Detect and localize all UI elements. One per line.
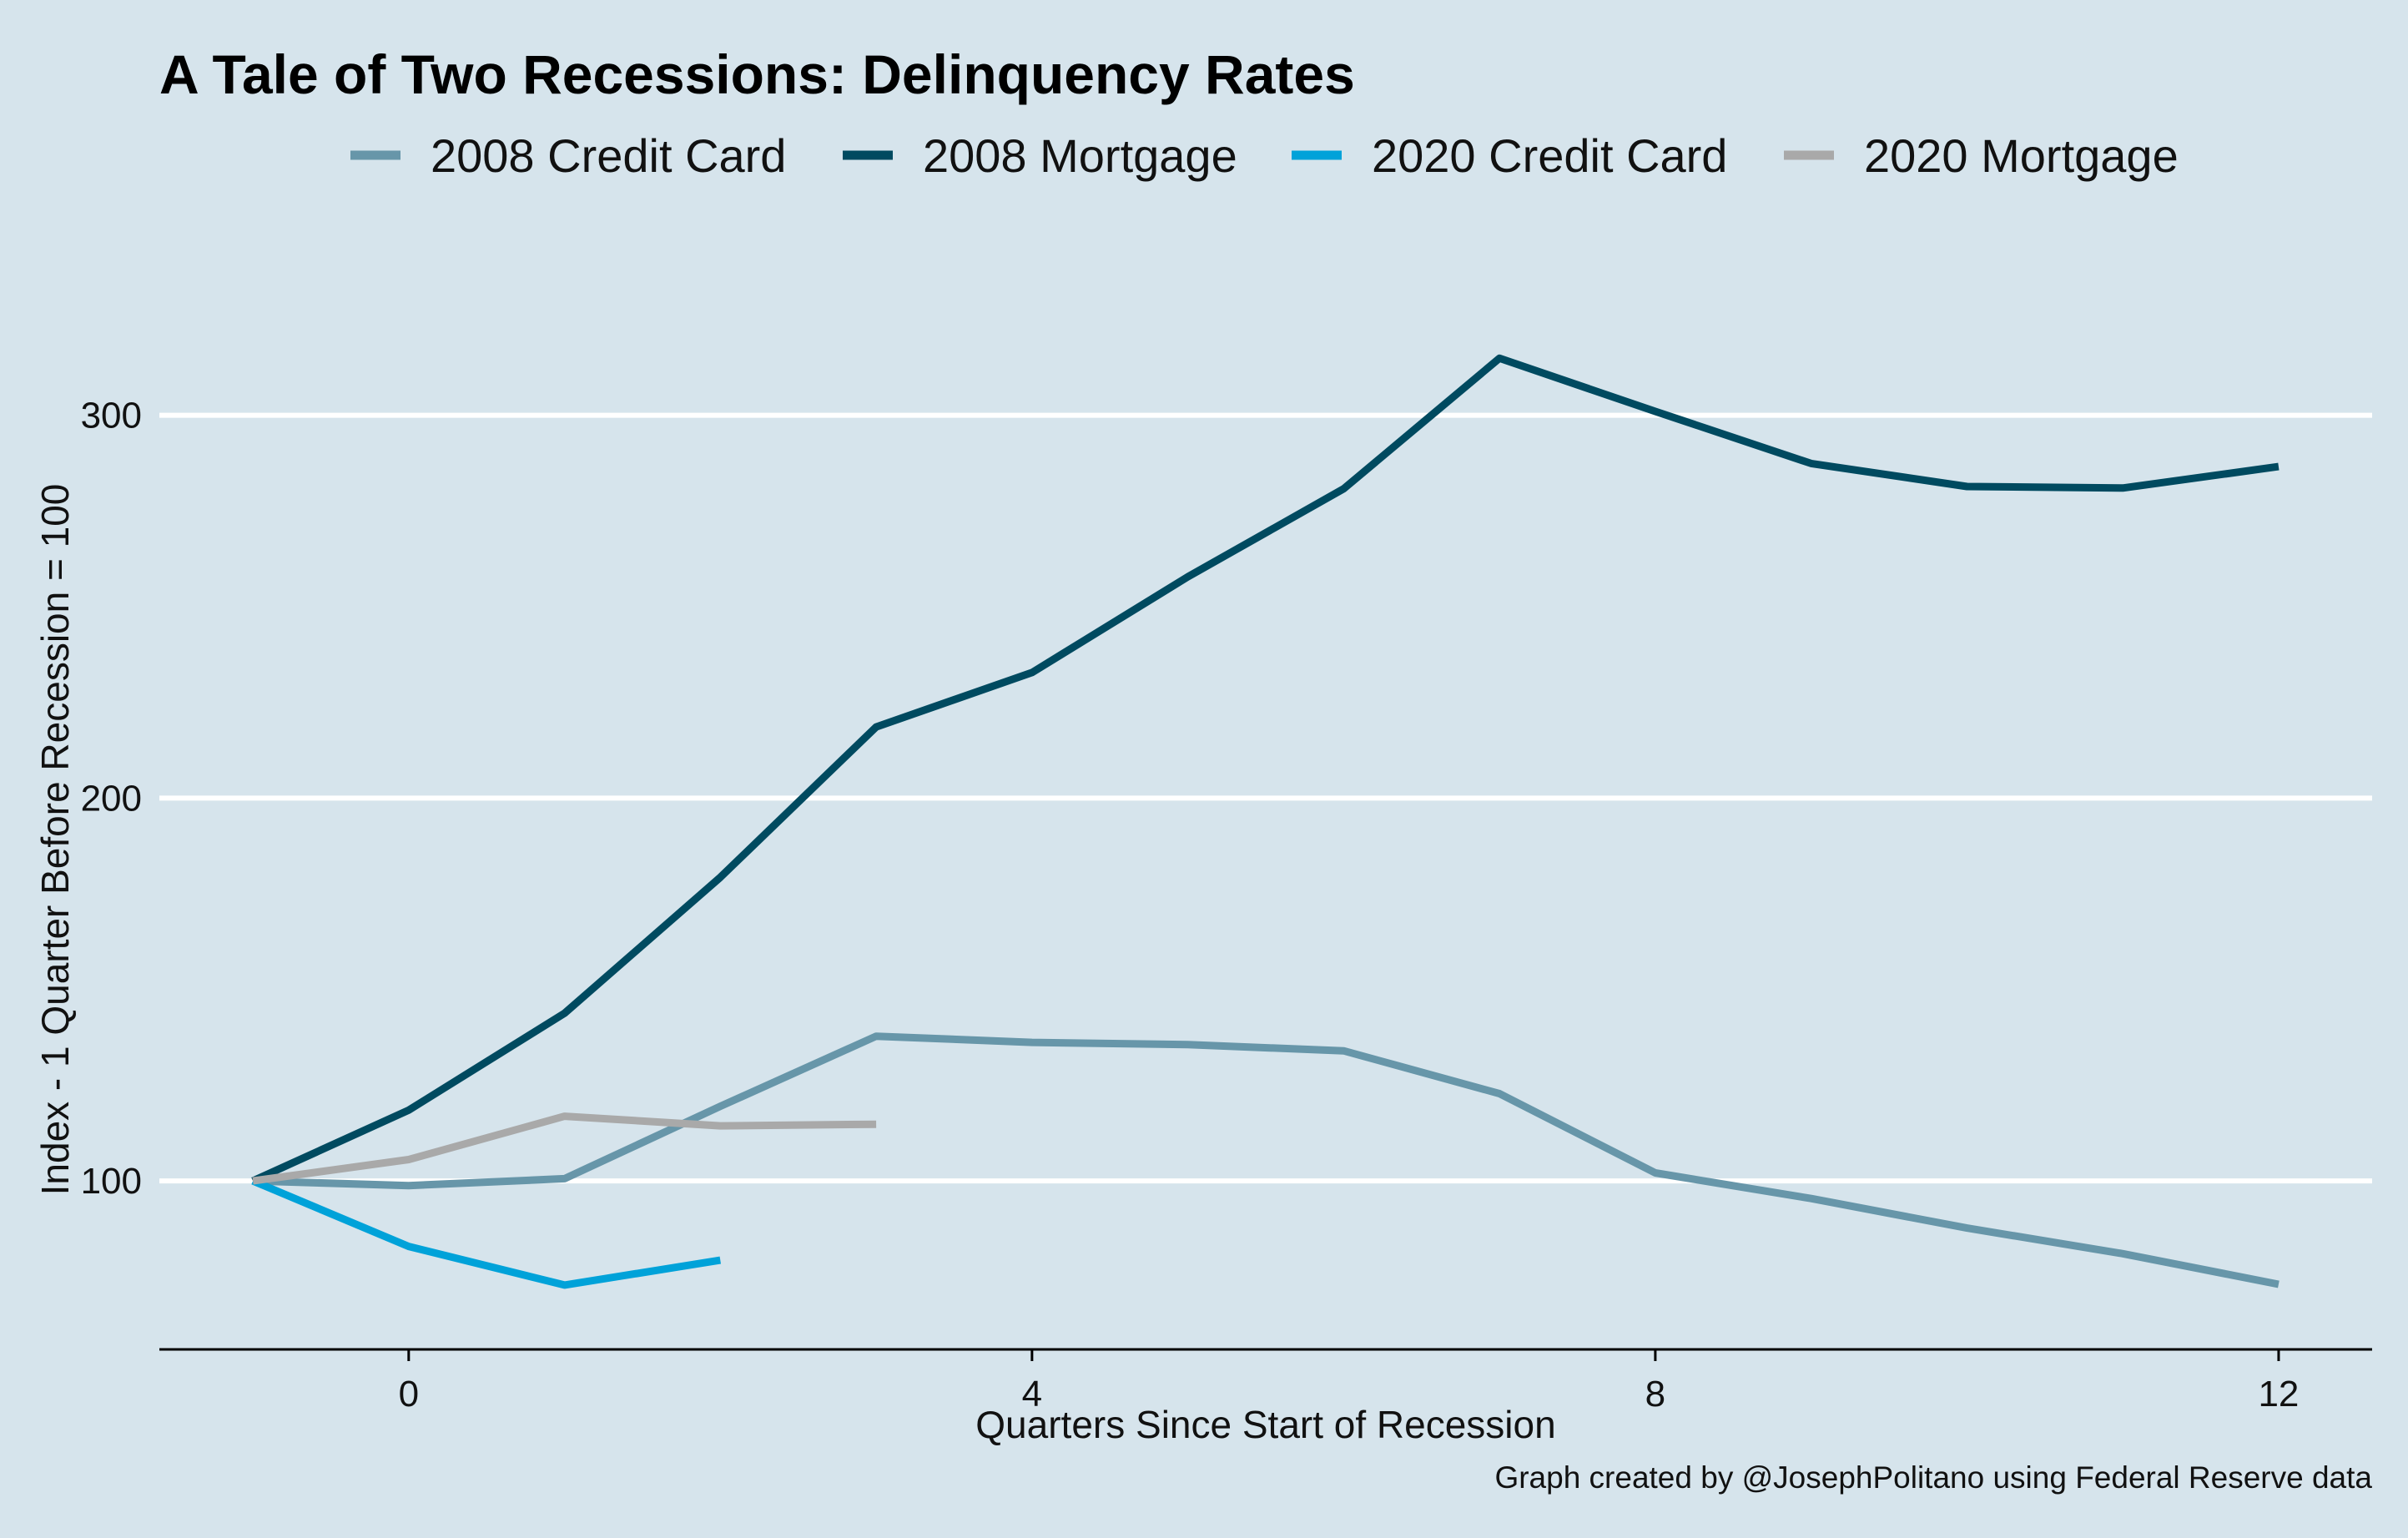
y-tick-labels: 100 200 300: [81, 396, 142, 1203]
legend-label: 2008 Mortgage: [923, 129, 1237, 182]
series-lines: [251, 354, 2280, 1289]
y-tick-label: 300: [81, 396, 142, 436]
y-tick-label: 200: [81, 778, 142, 819]
x-tick-label: 0: [399, 1374, 419, 1414]
x-tick-label: 4: [1022, 1374, 1042, 1414]
series-line-2008-credit-card: [252, 1032, 2280, 1288]
y-axis-label: Index - 1 Quarter Before Recession = 100: [33, 484, 77, 1196]
series-line-2020-mortgage: [252, 1112, 877, 1185]
legend-label: 2020 Mortgage: [1864, 129, 2179, 182]
legend-label: 2020 Credit Card: [1372, 129, 1727, 182]
legend: 2008 Credit Card 2008 Mortgage 2020 Credit…: [350, 129, 2179, 182]
x-axis-label: Quarters Since Start of Recession: [975, 1403, 1555, 1446]
chart-title: A Tale of Two Recessions: Delinquency Ra…: [159, 43, 1355, 105]
y-tick-label: 100: [81, 1161, 142, 1202]
x-tick-label: 8: [1645, 1374, 1665, 1414]
series-line-2008-mortgage: [251, 354, 2280, 1185]
caption: Graph created by @JosephPolitano using F…: [1494, 1460, 2372, 1495]
x-ticks: 0 4 8 12: [399, 1349, 2299, 1414]
x-tick-label: 12: [2258, 1374, 2299, 1414]
legend-label: 2008 Credit Card: [431, 129, 786, 182]
series-line-2020-credit-card: [251, 1177, 722, 1289]
